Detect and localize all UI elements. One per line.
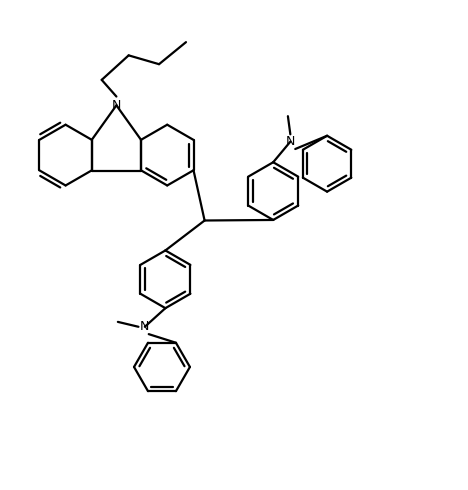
Text: N: N: [140, 320, 149, 333]
Text: N: N: [112, 99, 121, 112]
Text: N: N: [285, 135, 295, 148]
